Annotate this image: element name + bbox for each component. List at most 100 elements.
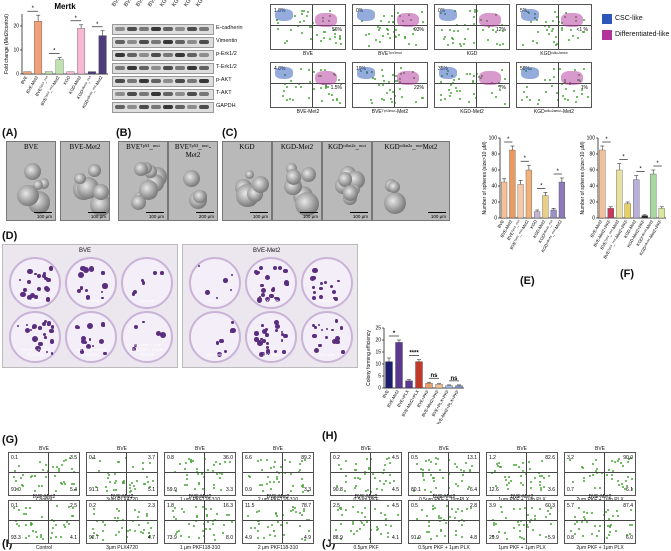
flow-event — [454, 533, 457, 536]
scale-label: 100 μm — [36, 214, 52, 219]
flow-event — [452, 29, 455, 32]
quadrant-value: 5.4 — [70, 487, 77, 493]
flow-event — [390, 100, 393, 103]
flow-event — [529, 468, 532, 471]
bar — [23, 71, 32, 75]
flow-event — [588, 475, 591, 478]
y-tick-label: 20 — [13, 24, 19, 30]
scale-bar — [196, 212, 214, 213]
colony — [34, 295, 38, 299]
flow-event — [298, 524, 301, 527]
plot-title: BVE-Met2 — [354, 494, 378, 500]
flow-event — [18, 509, 21, 512]
colony — [257, 270, 261, 274]
bar — [550, 209, 557, 219]
gate-horizontal — [9, 519, 79, 521]
flow-event — [247, 515, 250, 518]
colony — [254, 331, 259, 336]
flow-event — [577, 506, 580, 509]
western-blot: BVEBVE-Met2BVE¹ᵖ⁵³BVEᵀᵖ⁵³-Met2KGDKGD-Met… — [111, 0, 267, 118]
bar — [517, 184, 524, 219]
flow-event — [521, 484, 524, 487]
flow-event — [105, 486, 108, 489]
flow-event — [630, 524, 633, 527]
gate-horizontal — [435, 24, 509, 26]
flow-event — [114, 473, 117, 476]
flow-event — [38, 485, 41, 488]
flow-event — [281, 513, 284, 516]
flow-event — [538, 99, 541, 102]
colony — [24, 328, 30, 334]
quadrant-value: 7% — [498, 85, 506, 91]
flow-event — [370, 457, 373, 460]
flow-event — [526, 526, 529, 529]
gate-vertical — [203, 453, 205, 495]
flow-event — [150, 526, 153, 529]
y-tick-label: 25 — [375, 326, 381, 332]
blot-strip — [112, 24, 214, 35]
flow-event — [472, 22, 475, 25]
gate-horizontal — [87, 519, 157, 521]
flow-event — [550, 522, 553, 525]
flow-event — [583, 31, 586, 34]
scale-bar — [146, 212, 164, 213]
flow-event — [440, 530, 443, 533]
flow-event — [453, 463, 456, 466]
flow-event — [505, 478, 508, 481]
flow-top-plot: 19%22%BVEᵀᵖ⁵³ᵐᵘᵗ-Met2 — [352, 62, 428, 115]
flow-event — [571, 481, 574, 484]
flow-event — [517, 466, 520, 469]
quadrant-value: 2.8 — [470, 503, 477, 509]
y-tick-label: 20 — [375, 338, 381, 344]
flow-event — [96, 520, 98, 523]
flow-i-plot: 0.2 2.3 92.7 4.7 BVE-Met2 3μm PLX4720 — [86, 494, 158, 551]
colony — [142, 320, 145, 324]
colony — [230, 288, 233, 292]
blot-band — [175, 53, 185, 57]
flow-event — [508, 476, 511, 479]
flow-event — [21, 484, 24, 487]
csc-cluster — [521, 67, 539, 79]
flow-event — [105, 490, 108, 493]
flow-event — [582, 477, 585, 480]
flow-h-plot: 1.282.612.63.6BVE1μm PKF + 1μm PLX — [486, 446, 558, 503]
legend-label-diff: Differentiated-like — [615, 31, 670, 38]
flow-event — [435, 463, 438, 466]
flow-event — [114, 516, 117, 519]
flow-event — [387, 20, 390, 23]
flow-event — [420, 10, 423, 13]
flow-event — [290, 490, 293, 493]
flow-event — [368, 33, 371, 36]
colony — [325, 327, 329, 331]
flow-event — [118, 460, 121, 463]
sphere-cell — [17, 184, 40, 207]
flow-event — [304, 459, 307, 462]
sig-star: * — [524, 156, 527, 162]
colony — [46, 322, 51, 327]
flow-event — [353, 469, 356, 472]
flow-event — [363, 516, 366, 519]
flow-event — [471, 465, 474, 468]
flow-event — [505, 538, 508, 541]
gate-vertical — [125, 501, 127, 543]
flow-event — [573, 532, 576, 535]
sphere-photo-label: KGD-Met2 — [280, 143, 314, 151]
colony — [282, 333, 288, 339]
flow-event — [41, 468, 44, 471]
flow-event — [580, 520, 583, 523]
flow-event — [388, 482, 391, 485]
y-tick-label: 80 — [491, 152, 497, 158]
colony — [258, 351, 264, 357]
flow-event — [172, 510, 175, 513]
sphere-cell — [193, 189, 207, 204]
flow-event — [583, 518, 586, 521]
blot-band — [151, 105, 161, 109]
quadrant-value: 90.0 — [623, 455, 633, 461]
flow-event — [545, 28, 548, 31]
flow-event — [320, 100, 323, 103]
gate-vertical — [311, 63, 313, 107]
colony — [275, 297, 281, 303]
flow-event — [306, 489, 309, 492]
flow-event — [188, 536, 191, 539]
flow-event — [431, 505, 434, 508]
